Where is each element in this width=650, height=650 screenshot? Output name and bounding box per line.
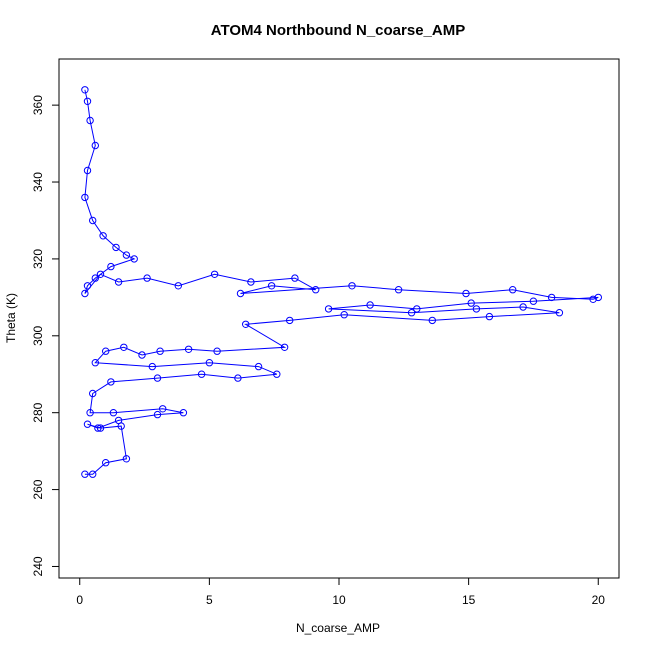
data-point [205,359,214,367]
data-point [156,347,164,355]
data-point [340,311,348,319]
data-point [122,455,131,463]
data-point [91,274,100,282]
data-point [413,305,421,313]
data-point [366,301,374,309]
y-tick-label: 260 [31,479,45,499]
data-point [102,347,110,355]
data-point [472,305,481,313]
data-point [99,232,107,240]
x-tick-label: 5 [206,593,213,607]
data-point [291,274,299,282]
data-point [462,289,470,298]
data-point [394,286,403,294]
data-point [312,286,320,294]
data-point [213,347,221,355]
data-point [148,362,157,371]
data-point [324,305,333,313]
data-point [107,378,115,386]
data-point [267,282,276,290]
data-point [89,389,97,398]
data-point [81,470,89,478]
data-point [112,243,120,252]
data-point [130,255,138,263]
x-axis: 0 5 10 15 20 [76,577,606,607]
data-point [96,270,105,278]
data-point [242,320,250,328]
data-point [153,374,162,382]
y-tick-label: 280 [31,402,45,422]
data-point [81,86,89,94]
data-point [83,420,92,428]
data-point [348,282,356,290]
data-point [467,299,475,307]
y-tick-label: 300 [31,325,45,345]
data-point [210,270,219,278]
data-point [86,409,94,417]
data-point [594,293,602,302]
data-point [114,278,123,286]
data-point [247,278,255,286]
data-point [273,370,281,378]
data-point [407,309,416,317]
chart-title: ATOM4 Northbound N_coarse_AMP [211,22,465,39]
data-point [589,295,597,303]
data-point [547,293,556,302]
y-axis-label: Theta (K) [4,293,18,343]
data-point [555,309,564,317]
x-tick-label: 20 [592,593,606,607]
data-point [91,141,100,150]
data-point [89,470,97,478]
data-point [529,297,538,305]
data-point [234,374,242,382]
data-point [96,424,105,432]
data-point [286,316,294,325]
data-point [179,409,188,417]
y-tick-label: 360 [31,95,45,115]
data-point [509,286,517,294]
data-point [174,282,183,290]
data-point [153,410,162,419]
data-point [485,312,494,321]
x-axis-label: N_coarse_AMP [296,621,380,635]
data-point [107,262,115,271]
y-tick-label: 340 [31,172,45,192]
x-tick-label: 15 [462,593,476,607]
y-tick-label: 240 [31,556,45,576]
data-point [428,316,436,325]
data-point [159,405,167,413]
y-tick-label: 320 [31,249,45,269]
data-point [81,289,89,298]
data-point [86,116,94,125]
series-layer [81,86,602,478]
data-point [102,459,110,467]
data-point [83,166,92,175]
data-point [184,345,193,353]
data-point [254,362,263,371]
data-point [143,274,151,282]
data-point [109,409,118,417]
data-point [94,424,102,432]
data-point [138,351,146,359]
data-point [81,193,89,202]
y-axis: 240 260 280 300 320 340 360 [31,95,60,576]
data-point [120,343,128,351]
data-point [519,303,527,311]
data-point [236,289,245,298]
data-point [280,343,289,351]
data-point [91,359,100,367]
data-point [122,251,131,259]
data-point [89,216,97,225]
data-point [83,282,92,290]
x-tick-label: 10 [332,593,346,607]
data-point [117,422,125,430]
data-point [197,370,206,378]
x-tick-label: 0 [76,593,83,607]
data-point [83,97,92,106]
